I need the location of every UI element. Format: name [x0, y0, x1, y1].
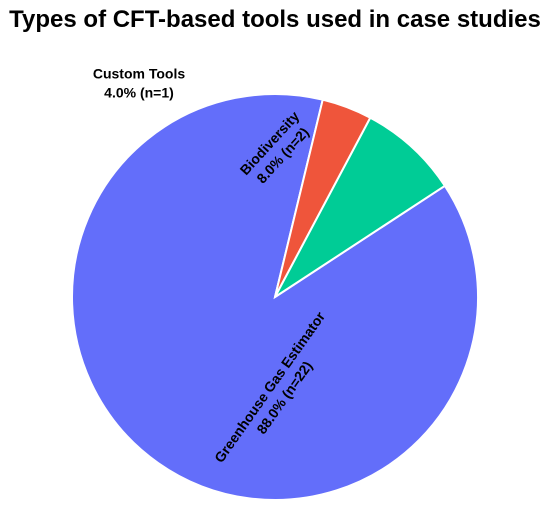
slice-label-value: 4.0% (n=1) [104, 85, 174, 101]
slice-label-name: Custom Tools [93, 66, 186, 82]
label-custom-tools: Custom Tools 4.0% (n=1) [93, 66, 186, 101]
chart-title: Types of CFT-based tools used in case st… [9, 6, 541, 33]
pie-slice-biodiversity[interactable] [274, 116, 447, 298]
pie-slices [71, 93, 479, 501]
